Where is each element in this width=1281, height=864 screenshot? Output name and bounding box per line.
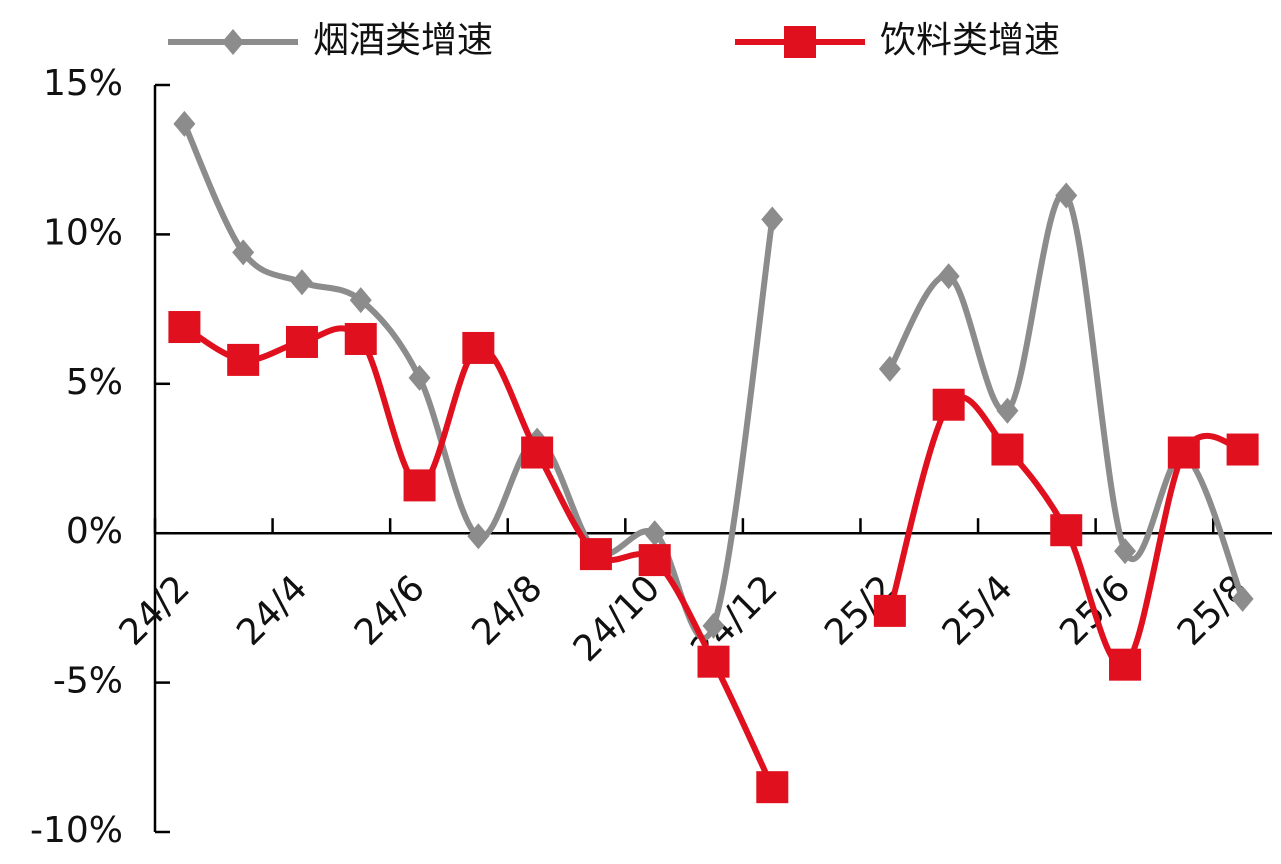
data-point [408, 364, 431, 391]
data-point [1226, 433, 1259, 466]
data-point [521, 436, 554, 469]
data-point [784, 26, 816, 58]
legend-label: 饮料类增速 [880, 20, 1060, 61]
data-point [1109, 648, 1142, 681]
data-point [173, 110, 196, 137]
x-tick-label: 24/8 [464, 568, 550, 654]
data-point [702, 612, 725, 639]
data-point [1055, 182, 1078, 209]
x-tick-label: 24/4 [229, 568, 315, 654]
data-point [168, 311, 201, 344]
data-point [222, 29, 244, 55]
data-point [937, 263, 960, 290]
series-line [182, 324, 776, 789]
data-point [878, 355, 901, 382]
x-tick-label: 24/6 [347, 568, 433, 654]
data-point [991, 433, 1024, 466]
data-point [1050, 514, 1083, 547]
data-point [232, 239, 255, 266]
y-tick-label: 5% [66, 362, 123, 403]
data-point [344, 322, 377, 355]
data-point [873, 594, 906, 627]
y-tick-label: 10% [43, 212, 123, 253]
legend-label: 烟酒类增速 [313, 20, 493, 61]
x-tick-label: 25/4 [935, 568, 1021, 654]
data-point [761, 206, 784, 233]
data-point [462, 331, 495, 364]
series-line [181, 122, 776, 641]
data-point [1167, 436, 1200, 469]
data-point [285, 325, 318, 358]
y-tick-label: -10% [30, 810, 123, 851]
data-point [290, 269, 313, 296]
series [173, 110, 1254, 641]
data-point [579, 538, 612, 571]
x-tick-label: 24/10 [566, 568, 668, 670]
data-point [996, 397, 1019, 424]
data-point [403, 469, 436, 502]
y-tick-label: 15% [43, 63, 123, 104]
data-point [697, 645, 730, 678]
data-point [349, 287, 372, 314]
data-point [643, 520, 666, 547]
series [168, 311, 1259, 804]
data-point [227, 343, 260, 376]
y-tick-label: -5% [53, 661, 123, 702]
y-tick-label: 0% [66, 511, 123, 552]
data-point [756, 771, 789, 804]
data-point [467, 523, 490, 550]
data-point [932, 388, 965, 421]
data-point [1231, 585, 1254, 612]
data-point [638, 544, 671, 577]
data-point [1114, 538, 1137, 565]
